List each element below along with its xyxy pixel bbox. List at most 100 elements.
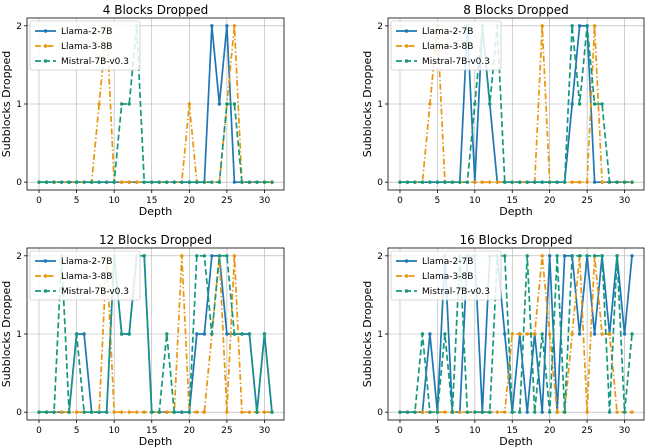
data-point <box>540 410 544 414</box>
data-point <box>210 332 214 336</box>
data-point <box>420 410 425 414</box>
data-point <box>510 410 514 414</box>
data-point <box>420 332 425 336</box>
data-point <box>59 180 64 184</box>
x-tick-label: 10 <box>469 196 481 206</box>
data-point <box>127 332 131 336</box>
y-axis-label: Subblocks Dropped <box>0 51 13 158</box>
x-axis-label: Depth <box>499 435 533 448</box>
data-point <box>555 180 559 184</box>
data-point <box>518 180 522 184</box>
legend-swatch-marker-2 <box>404 289 409 293</box>
data-point <box>547 254 552 258</box>
data-point <box>74 180 79 184</box>
data-point <box>89 410 94 414</box>
data-point <box>157 410 161 414</box>
data-point <box>112 180 116 184</box>
data-point <box>232 254 237 258</box>
data-point <box>585 254 589 258</box>
data-point <box>585 180 589 184</box>
data-point <box>480 180 485 184</box>
data-point <box>232 332 237 336</box>
y-axis-label: Subblocks Dropped <box>0 281 13 388</box>
x-tick-label: 10 <box>469 426 481 436</box>
data-point <box>150 410 154 414</box>
data-point <box>533 332 537 336</box>
x-axis-label: Depth <box>139 435 173 448</box>
data-point <box>262 332 267 336</box>
data-point <box>165 180 169 184</box>
x-tick-label: 15 <box>146 426 157 436</box>
data-point <box>52 410 56 414</box>
data-point <box>435 410 440 414</box>
data-point <box>420 180 425 184</box>
data-point <box>104 410 109 414</box>
data-point <box>570 180 574 184</box>
legend-label-1: Llama-3-8B <box>422 42 473 52</box>
data-point <box>195 180 199 184</box>
data-point <box>119 180 124 184</box>
legend-label-0: Llama-2-7B <box>61 27 112 37</box>
series-line-2 <box>39 254 273 414</box>
data-point <box>225 254 229 258</box>
legend-label-0: Llama-2-7B <box>422 27 473 37</box>
data-point <box>518 410 522 414</box>
y-tick-label: 0 <box>16 178 22 188</box>
data-point <box>577 24 582 28</box>
legend-label-0: Llama-2-7B <box>61 257 112 267</box>
data-point <box>577 102 582 106</box>
data-point <box>270 180 274 184</box>
x-tick-label: 20 <box>544 426 556 436</box>
legend-swatch-marker-0 <box>404 29 409 33</box>
data-point <box>428 180 432 184</box>
legend: Llama-2-7B Llama-3-8B Mistral-7B-v0.3 <box>29 250 141 301</box>
data-point <box>142 410 146 414</box>
data-point <box>562 254 567 258</box>
x-tick-label: 30 <box>259 196 271 206</box>
data-point <box>443 410 447 414</box>
y-tick-label: 0 <box>377 178 383 188</box>
y-tick-label: 1 <box>377 330 383 340</box>
x-tick-label: 20 <box>184 426 196 436</box>
chart-panel-1: 0 5 10 15 20 25 30 0 1 2 8 Blocks Dropped Depth Subb… <box>361 3 645 218</box>
data-point <box>450 180 455 184</box>
data-point <box>630 254 634 258</box>
data-point <box>187 102 192 106</box>
data-point <box>615 254 619 258</box>
y-tick-label: 2 <box>377 22 383 32</box>
data-point <box>622 180 627 184</box>
data-point <box>44 410 49 414</box>
data-point <box>413 180 417 184</box>
data-point <box>615 410 619 414</box>
data-point <box>225 24 229 28</box>
data-point <box>630 180 634 184</box>
data-point <box>240 332 244 336</box>
data-point <box>503 410 507 414</box>
y-tick-label: 2 <box>16 252 22 262</box>
data-point <box>607 180 612 184</box>
data-point <box>210 24 214 28</box>
data-point <box>518 332 522 336</box>
data-point <box>255 180 259 184</box>
data-point <box>533 180 537 184</box>
data-point <box>119 102 124 106</box>
legend-box <box>29 20 141 71</box>
data-point <box>585 410 589 414</box>
data-point <box>37 180 41 184</box>
legend-label-1: Llama-3-8B <box>61 272 112 282</box>
data-point <box>495 180 499 184</box>
data-point <box>217 102 222 106</box>
legend-label-2: Mistral-7B-v0.3 <box>422 57 490 67</box>
data-point <box>74 332 79 336</box>
data-point <box>165 332 169 336</box>
data-point <box>127 410 131 414</box>
data-point <box>59 410 64 414</box>
data-point <box>577 254 582 258</box>
data-point <box>180 180 184 184</box>
data-point <box>488 180 492 184</box>
x-tick-label: 5 <box>435 196 441 206</box>
data-point <box>135 180 139 184</box>
y-tick-label: 2 <box>16 22 22 32</box>
data-point <box>225 332 229 336</box>
